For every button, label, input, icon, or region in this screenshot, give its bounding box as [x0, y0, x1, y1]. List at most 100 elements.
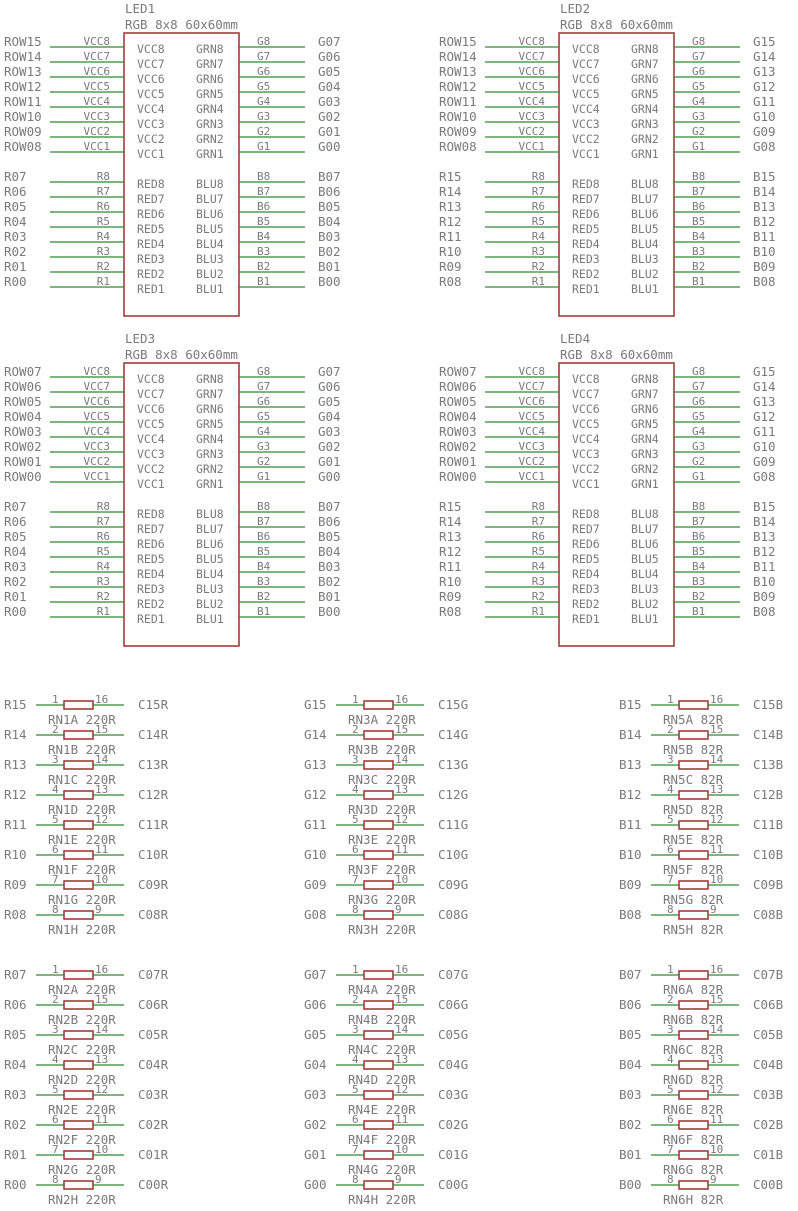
- vcc-pin-label: VCC5: [519, 410, 546, 423]
- blue-net-label: B07: [318, 169, 341, 184]
- resistor-space: [378, 802, 386, 817]
- red-pin-label: R8: [532, 500, 545, 513]
- blue-pin-label: B8: [257, 500, 270, 513]
- vcc-inner-label: VCC7: [572, 387, 600, 401]
- resistor-value: 220R: [86, 802, 117, 817]
- led-ref-label: LED2: [560, 1, 590, 16]
- resistor-space: [693, 1102, 701, 1117]
- blu-inner-label: BLU2: [631, 267, 659, 281]
- row-net-label: ROW09: [4, 124, 42, 139]
- resistor-pin-left: 3: [667, 753, 674, 766]
- resistor-section: D: [371, 802, 379, 817]
- resistor-pin-left: 5: [52, 1083, 59, 1096]
- resistor-value: 220R: [86, 832, 117, 847]
- vcc-inner-label: VCC1: [137, 477, 165, 491]
- resistor-designator: RN3H 220R: [348, 922, 416, 937]
- resistor-output-label: C07R: [138, 967, 169, 982]
- resistor-value: 220R: [386, 862, 417, 877]
- resistor-value: 220R: [386, 802, 417, 817]
- green-pin-label: G4: [257, 95, 271, 108]
- resistor-network-name: RN1: [48, 832, 71, 847]
- green-net-label: G11: [753, 424, 776, 439]
- green-net-label: G12: [753, 409, 776, 424]
- resistor-input-label: R03: [4, 1087, 27, 1102]
- red-inner-label: RED2: [572, 267, 600, 281]
- blue-pin-label: B1: [692, 605, 705, 618]
- grn-inner-label: GRN3: [196, 447, 224, 461]
- resistor-network-name: RN5: [663, 922, 686, 937]
- red-pin-label: R3: [532, 575, 545, 588]
- resistor-input-label: R00: [4, 1177, 27, 1192]
- resistor-output-label: C10R: [138, 847, 169, 862]
- blue-net-label: B03: [318, 559, 341, 574]
- resistor-network-name: RN6: [663, 1042, 686, 1057]
- green-net-label: G01: [318, 454, 341, 469]
- resistor-value: 82R: [701, 802, 724, 817]
- resistor-designator: RN4D 220R: [348, 1072, 416, 1087]
- row-net-label: ROW12: [4, 79, 42, 94]
- grn-inner-label: GRN7: [631, 57, 659, 71]
- resistor-output-label: C09R: [138, 877, 169, 892]
- resistor-space: [693, 1132, 701, 1147]
- resistor-output-label: C14G: [438, 727, 468, 742]
- resistor-pin-left: 6: [52, 843, 59, 856]
- resistor-designator: RN1C 220R: [48, 772, 116, 787]
- resistor-body: [363, 1060, 394, 1070]
- resistor-designator: RN3C 220R: [348, 772, 416, 787]
- resistor-network-name: RN4: [348, 1072, 371, 1087]
- resistor-pin-right: 14: [710, 753, 724, 766]
- resistor-pin-left: 7: [52, 873, 59, 886]
- resistor-body: [63, 850, 94, 860]
- resistor-designator: RN3G 220R: [348, 892, 416, 907]
- resistor-input-label: B14: [619, 727, 642, 742]
- resistor-output-label: C07G: [438, 967, 468, 982]
- resistor-space: [378, 1192, 386, 1207]
- green-net-label: G01: [318, 124, 341, 139]
- resistor-value: 220R: [386, 832, 417, 847]
- blu-inner-label: BLU3: [196, 582, 224, 596]
- red-net-label: R10: [439, 574, 462, 589]
- resistor-designator: RN5D 82R: [663, 802, 724, 817]
- resistor-input-label: G09: [304, 877, 327, 892]
- green-net-label: G10: [753, 109, 776, 124]
- resistor-pin-left: 4: [667, 1053, 674, 1066]
- red-pin-label: R5: [97, 545, 110, 558]
- resistor-body: [678, 850, 709, 860]
- resistor-section: E: [686, 832, 694, 847]
- row-net-label: ROW08: [4, 139, 42, 154]
- resistor-network-name: RN5: [663, 742, 686, 757]
- resistor-designator: RN2C 220R: [48, 1042, 116, 1057]
- resistor-pin-right: 14: [395, 753, 409, 766]
- resistor-input-label: B13: [619, 757, 642, 772]
- resistor-designator: RN5C 82R: [663, 772, 724, 787]
- resistor-output-label: C09G: [438, 877, 468, 892]
- resistor-designator: RN6F 82R: [663, 1132, 724, 1147]
- resistor-space: [378, 1012, 386, 1027]
- resistor-space: [693, 772, 701, 787]
- blue-pin-label: B2: [692, 590, 705, 603]
- vcc-inner-label: VCC1: [137, 147, 165, 161]
- resistor-pin-left: 8: [352, 1173, 359, 1186]
- blue-pin-label: B6: [692, 200, 705, 213]
- resistor-network-name: RN5: [663, 862, 686, 877]
- resistor-designator: RN3E 220R: [348, 832, 416, 847]
- resistor-section: A: [371, 982, 379, 997]
- resistor-section: H: [686, 1192, 694, 1207]
- resistor-input-label: R11: [4, 817, 27, 832]
- red-net-label: R11: [439, 229, 462, 244]
- resistor-value: 220R: [386, 772, 417, 787]
- resistor-section: G: [371, 1162, 379, 1177]
- blu-inner-label: BLU6: [631, 537, 659, 551]
- vcc-inner-label: VCC2: [137, 132, 165, 146]
- resistor-designator: RN2B 220R: [48, 1012, 116, 1027]
- resistor-designator: RN4G 220R: [348, 1162, 416, 1177]
- resistor-pin-right: 12: [95, 1083, 108, 1096]
- resistor-section: C: [686, 1042, 694, 1057]
- row-net-label: ROW05: [439, 394, 477, 409]
- resistor-pin-left: 5: [52, 813, 59, 826]
- resistor-output-label: C14B: [753, 727, 783, 742]
- red-inner-label: RED2: [137, 597, 165, 611]
- red-net-label: R03: [4, 559, 27, 574]
- resistor-output-label: C05B: [753, 1027, 783, 1042]
